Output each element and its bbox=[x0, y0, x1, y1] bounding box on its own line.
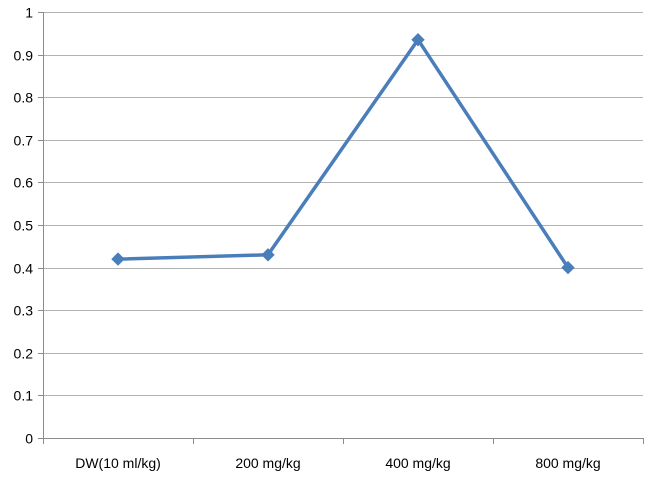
y-tick-label: 0.1 bbox=[14, 388, 34, 404]
x-tick-label: 200 mg/kg bbox=[235, 455, 300, 471]
y-tick-label: 0 bbox=[25, 431, 33, 447]
x-tick-label: 800 mg/kg bbox=[535, 455, 600, 471]
y-tick-labels: 0 0.1 0.2 0.3 0.4 0.5 0.6 0.7 0.8 0.9 1 bbox=[14, 5, 34, 447]
data-point-marker bbox=[111, 252, 125, 266]
series-layer bbox=[111, 32, 575, 275]
gridlines bbox=[43, 12, 643, 396]
y-tick-label: 1 bbox=[25, 5, 33, 21]
y-tick-label: 0.4 bbox=[14, 261, 34, 277]
y-tick-label: 0.2 bbox=[14, 346, 34, 362]
data-point-marker bbox=[561, 260, 575, 275]
y-tick-label: 0.6 bbox=[14, 175, 34, 191]
axes bbox=[38, 12, 644, 444]
y-tick-label: 0.7 bbox=[14, 133, 34, 149]
y-tick-label: 0.9 bbox=[14, 48, 34, 64]
data-point-marker bbox=[261, 248, 275, 262]
y-tick-label: 0.8 bbox=[14, 90, 34, 106]
x-tick-label: DW(10 ml/kg) bbox=[75, 455, 161, 471]
data-point-marker bbox=[411, 32, 425, 47]
y-tick-label: 0.3 bbox=[14, 303, 34, 319]
x-tick-labels: DW(10 ml/kg) 200 mg/kg 400 mg/kg 800 mg/kg bbox=[75, 455, 600, 471]
x-tick-label: 400 mg/kg bbox=[385, 455, 450, 471]
y-tick-label: 0.5 bbox=[14, 218, 34, 234]
series-line bbox=[116, 37, 570, 270]
